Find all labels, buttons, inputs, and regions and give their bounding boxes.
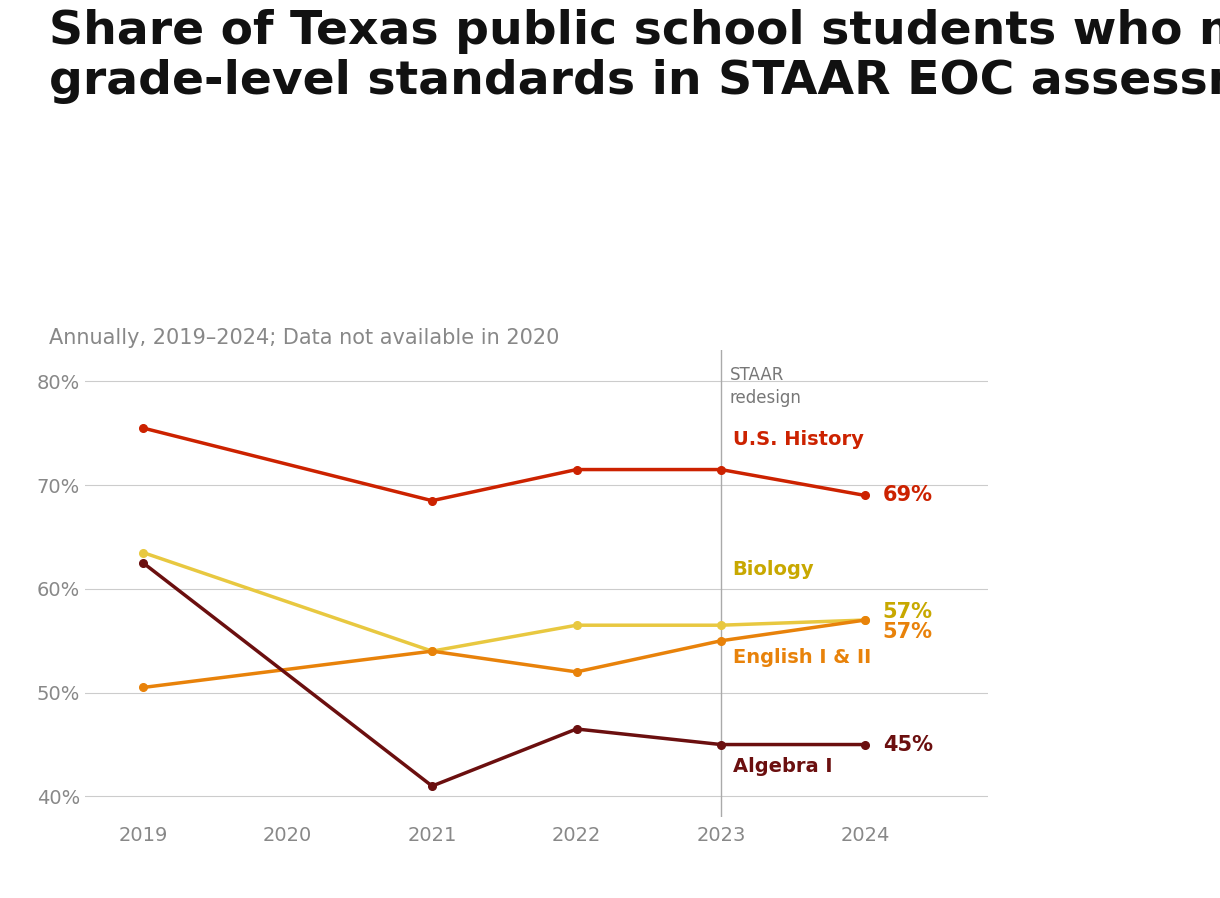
Text: Annually, 2019–2024; Data not available in 2020: Annually, 2019–2024; Data not available … (49, 328, 559, 348)
Text: U.S. History: U.S. History (732, 430, 864, 449)
Text: STAAR
redesign: STAAR redesign (730, 365, 802, 408)
Text: 57%: 57% (883, 602, 933, 621)
Text: 45%: 45% (883, 735, 933, 754)
Text: Share of Texas public school students who met
grade‑level standards in STAAR EOC: Share of Texas public school students wh… (49, 9, 1220, 104)
Text: 57%: 57% (883, 622, 933, 642)
Text: Biology: Biology (732, 559, 814, 578)
Text: English I & II: English I & II (732, 647, 871, 666)
Text: 69%: 69% (883, 486, 933, 506)
Text: Algebra I: Algebra I (732, 757, 832, 776)
